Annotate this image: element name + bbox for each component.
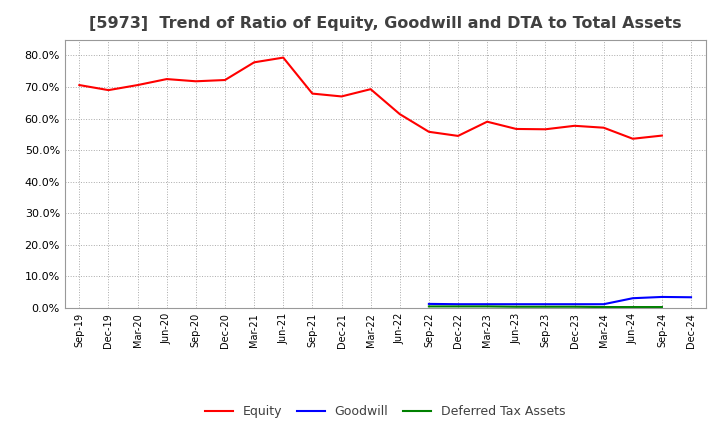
Equity bbox=[279, 55, 287, 60]
Goodwill bbox=[541, 301, 550, 307]
Goodwill bbox=[570, 301, 579, 307]
Equity bbox=[75, 82, 84, 88]
Title: [5973]  Trend of Ratio of Equity, Goodwill and DTA to Total Assets: [5973] Trend of Ratio of Equity, Goodwil… bbox=[89, 16, 682, 32]
Equity bbox=[541, 127, 550, 132]
Deferred Tax Assets bbox=[541, 304, 550, 309]
Deferred Tax Assets bbox=[454, 304, 462, 309]
Equity bbox=[657, 133, 666, 138]
Line: Goodwill: Goodwill bbox=[429, 297, 691, 304]
Equity bbox=[629, 136, 637, 141]
Goodwill bbox=[687, 295, 696, 300]
Equity bbox=[220, 77, 229, 83]
Deferred Tax Assets bbox=[483, 304, 492, 309]
Equity bbox=[366, 87, 375, 92]
Line: Equity: Equity bbox=[79, 58, 662, 139]
Equity bbox=[454, 133, 462, 139]
Goodwill bbox=[629, 296, 637, 301]
Deferred Tax Assets bbox=[629, 304, 637, 310]
Equity bbox=[250, 60, 258, 65]
Goodwill bbox=[599, 301, 608, 307]
Equity bbox=[599, 125, 608, 130]
Equity bbox=[163, 77, 171, 82]
Deferred Tax Assets bbox=[512, 304, 521, 309]
Deferred Tax Assets bbox=[657, 304, 666, 310]
Goodwill bbox=[454, 301, 462, 307]
Equity bbox=[425, 129, 433, 135]
Equity bbox=[512, 126, 521, 132]
Deferred Tax Assets bbox=[599, 304, 608, 310]
Equity bbox=[570, 123, 579, 128]
Equity bbox=[483, 119, 492, 125]
Equity bbox=[395, 111, 404, 117]
Goodwill bbox=[512, 301, 521, 307]
Goodwill bbox=[425, 301, 433, 307]
Goodwill bbox=[483, 301, 492, 307]
Deferred Tax Assets bbox=[425, 304, 433, 309]
Equity bbox=[337, 94, 346, 99]
Deferred Tax Assets bbox=[570, 304, 579, 309]
Line: Deferred Tax Assets: Deferred Tax Assets bbox=[429, 306, 662, 307]
Equity bbox=[133, 82, 142, 88]
Equity bbox=[308, 91, 317, 96]
Goodwill bbox=[657, 294, 666, 300]
Equity bbox=[192, 79, 200, 84]
Legend: Equity, Goodwill, Deferred Tax Assets: Equity, Goodwill, Deferred Tax Assets bbox=[200, 400, 570, 423]
Equity bbox=[104, 88, 113, 93]
